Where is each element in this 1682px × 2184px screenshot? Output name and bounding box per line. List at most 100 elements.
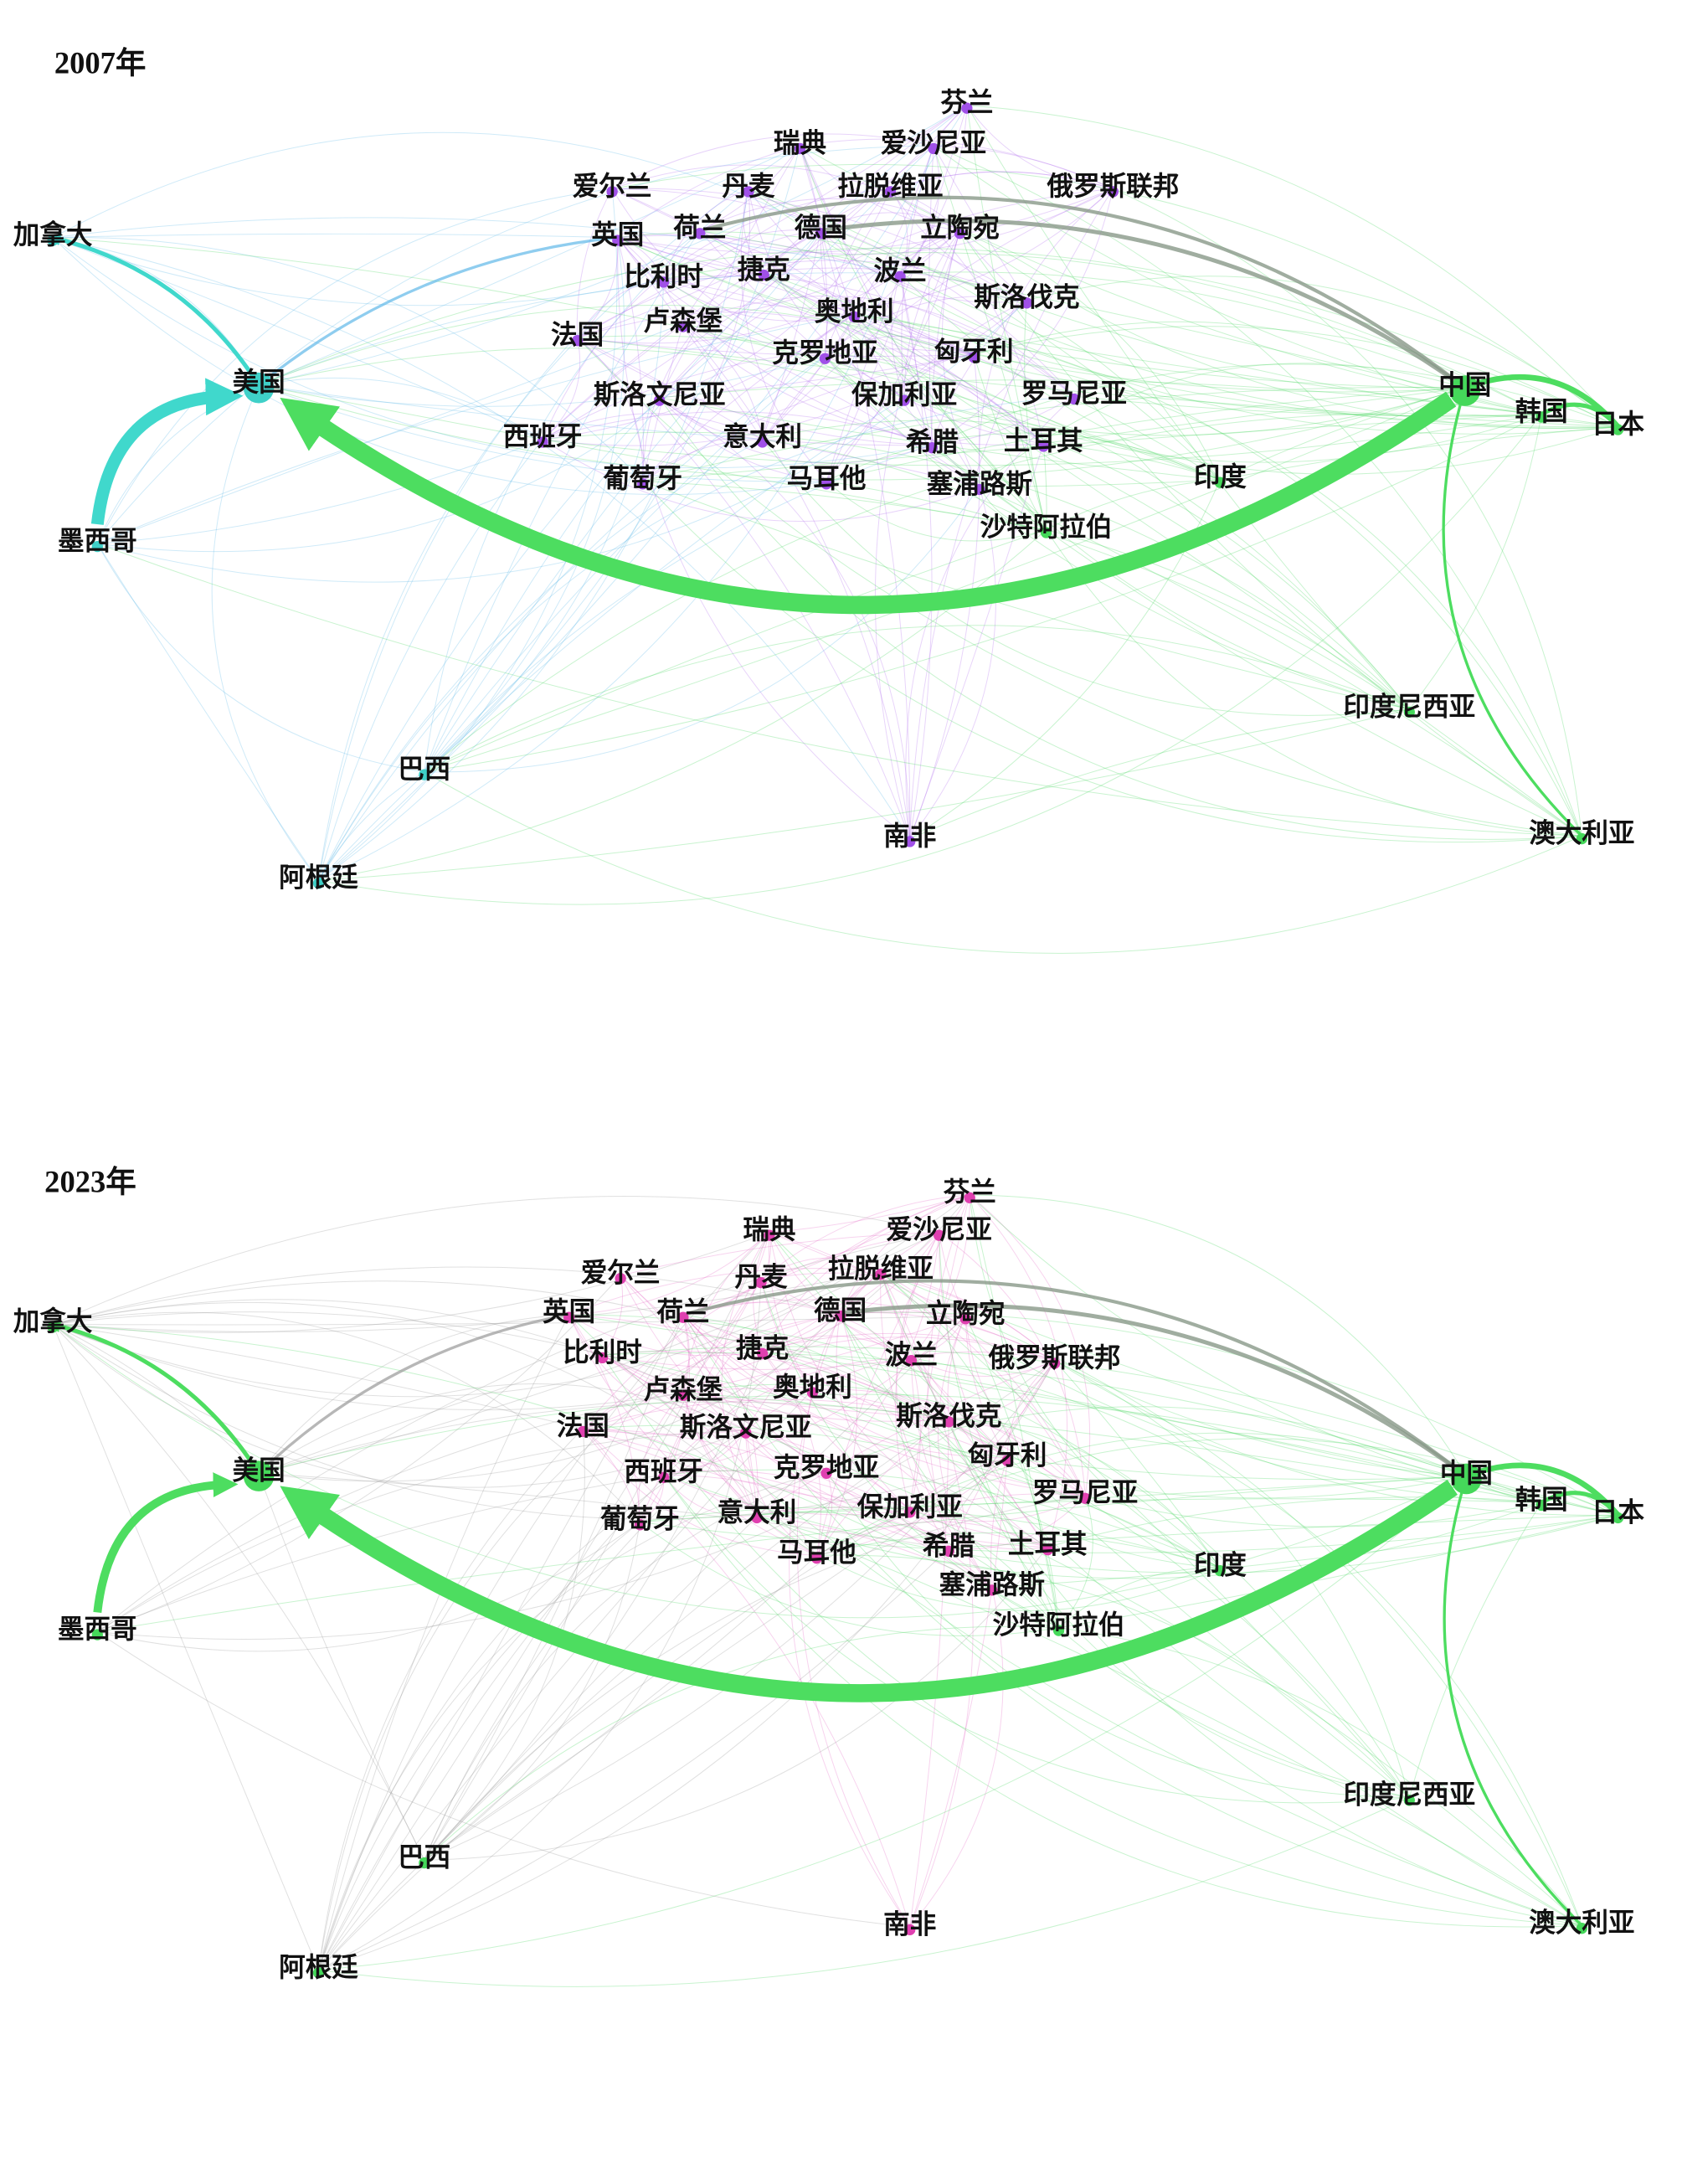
trade-edge	[769, 1232, 1048, 1548]
trade-edge	[979, 486, 1047, 531]
trade-edge	[424, 1316, 966, 1861]
trade-edge	[424, 1429, 746, 1861]
trade-edge	[824, 355, 980, 487]
trade-edge	[826, 387, 1465, 482]
trade-edge	[816, 1521, 1048, 1556]
trade-edge	[582, 1232, 939, 1429]
trade-edge	[52, 237, 827, 496]
country-node	[756, 436, 769, 448]
trade-edge	[800, 145, 1542, 415]
trade-edge	[424, 1429, 585, 1861]
trade-edge	[880, 1271, 993, 1588]
trade-edge	[880, 1270, 1060, 1628]
trade-edge	[583, 1428, 910, 1511]
trade-edge	[682, 323, 764, 440]
trade-edge	[991, 1514, 1618, 1589]
trade-edge	[424, 1457, 1008, 1861]
country-node	[1612, 1512, 1624, 1524]
country-node	[943, 1545, 954, 1558]
trade-edge	[853, 313, 933, 446]
trade-edge	[959, 229, 1221, 481]
trade-edge	[763, 271, 1542, 463]
trade-edge	[53, 1266, 841, 1325]
trade-edge	[617, 237, 764, 440]
trade-edge	[699, 145, 800, 231]
trade-edge	[901, 145, 934, 398]
trade-edge	[611, 164, 960, 231]
trade-edge	[543, 313, 855, 440]
trade-edge	[760, 1280, 1059, 1629]
trade-edge	[602, 1354, 1221, 1568]
country-node	[615, 1273, 626, 1285]
trade-edge	[659, 397, 1221, 481]
country-label: 斯洛文尼亚	[680, 1412, 812, 1442]
country-label: 希腊	[906, 428, 959, 457]
country-label: 澳大利亚	[1529, 1908, 1634, 1938]
trade-edge	[909, 1194, 970, 1510]
trade-edge	[258, 105, 968, 386]
trade-edge	[318, 397, 905, 881]
trade-edge	[97, 313, 855, 544]
trade-edge	[762, 1312, 841, 1352]
trade-edge	[577, 337, 1618, 428]
trade-edge	[1408, 414, 1542, 710]
country-label: 法国	[551, 321, 604, 350]
country-node	[91, 1629, 103, 1641]
trade-edge	[318, 1314, 684, 1970]
trade-edge	[318, 771, 425, 881]
trade-edge	[259, 1472, 949, 1549]
country-label: 俄罗斯联邦	[988, 1343, 1121, 1373]
trade-edge	[258, 1401, 949, 1474]
trade-edge	[816, 1532, 1221, 1568]
trade-edge	[825, 335, 975, 357]
country-node	[806, 1387, 819, 1398]
trade-edge	[826, 230, 961, 482]
trade-edge	[854, 313, 1582, 837]
trade-edge	[903, 230, 960, 398]
trade-edge	[1073, 395, 1542, 416]
major-flow	[699, 195, 1467, 389]
trade-edge	[659, 397, 763, 440]
country-label: 日本	[1592, 410, 1645, 439]
trade-edge	[769, 1232, 1410, 1798]
trade-edge	[659, 145, 934, 399]
trade-edge	[682, 229, 960, 325]
trade-edge	[568, 1314, 1542, 1503]
trade-edge	[663, 229, 821, 280]
trade-edge	[931, 300, 1027, 446]
trade-edge	[682, 1316, 966, 1393]
trade-edge	[816, 1554, 1410, 1798]
trade-edge	[542, 300, 1027, 446]
trade-edge	[932, 363, 1618, 446]
trade-edge	[258, 384, 1465, 481]
trade-edge	[682, 1314, 763, 1352]
country-label: 爱沙尼亚	[881, 128, 986, 157]
country-node	[577, 1425, 589, 1438]
trade-edge	[927, 1194, 970, 1549]
trade-edge	[1026, 276, 1618, 428]
trade-edge	[612, 188, 1075, 397]
trade-edge	[911, 1357, 1582, 1926]
country-label: 立陶宛	[926, 1298, 1006, 1328]
trade-edge	[682, 323, 911, 839]
country-node	[894, 270, 906, 282]
country-label: 卢森堡	[644, 306, 723, 336]
trade-edge	[52, 1324, 260, 1474]
country-node	[835, 1310, 846, 1322]
country-label: 希腊	[923, 1531, 975, 1560]
country-label: 墨西哥	[58, 527, 137, 556]
major-flow	[682, 1279, 1468, 1478]
trade-edge	[577, 337, 763, 440]
country-label: 加拿大	[13, 219, 93, 250]
trade-edge	[760, 1257, 882, 1280]
country-node	[677, 1389, 689, 1401]
trade-edge	[617, 237, 665, 280]
trade-edge	[682, 229, 821, 324]
country-label: 匈牙利	[934, 337, 1014, 367]
country-node	[954, 228, 966, 240]
trade-edge	[909, 1457, 1008, 1928]
trade-edge	[1466, 1476, 1618, 1516]
country-label: 比利时	[624, 262, 703, 291]
country-label: 葡萄牙	[603, 464, 682, 493]
country-node	[677, 1311, 689, 1323]
